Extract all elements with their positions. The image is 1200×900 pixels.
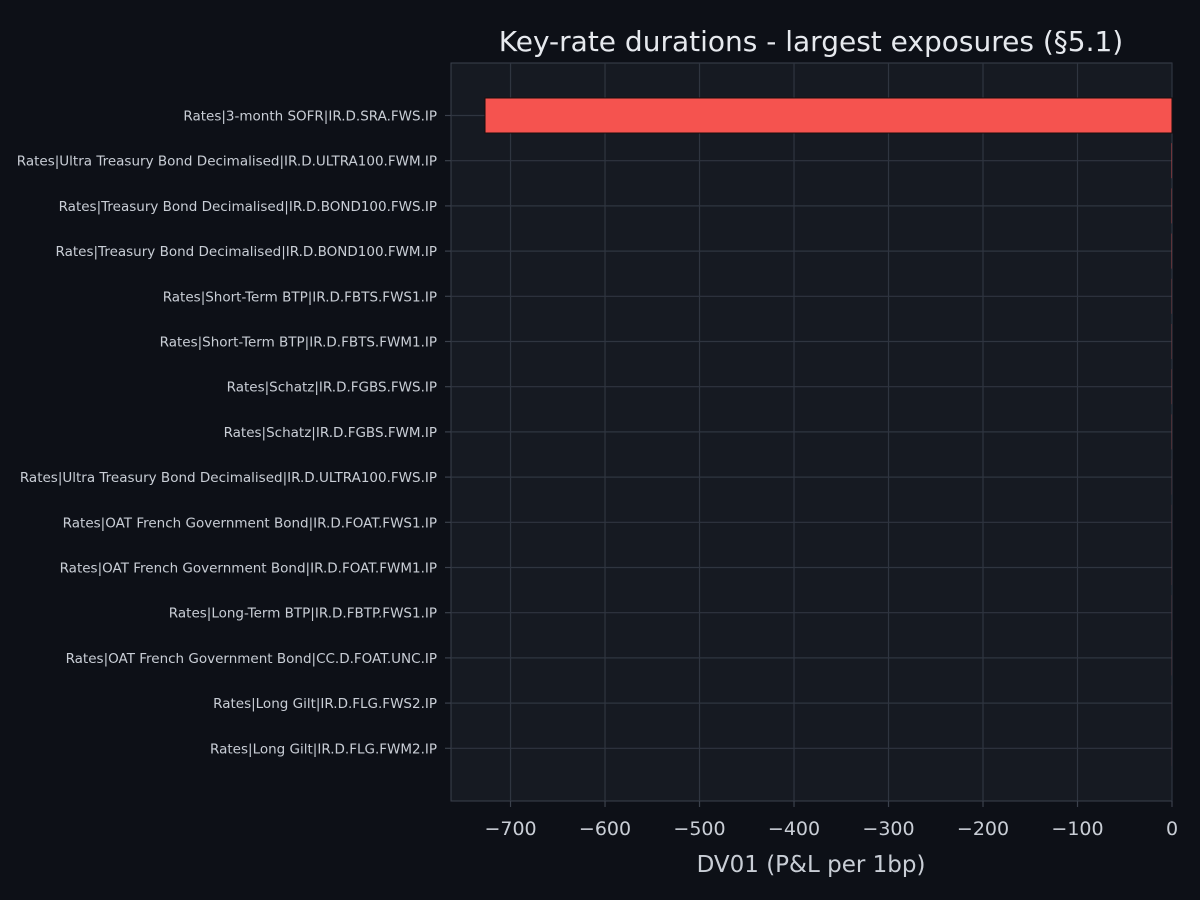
y-tick-label-14: Rates|Long Gilt|IR.D.FLG.FWM2.IP — [210, 741, 437, 757]
bars — [484, 97, 1173, 766]
y-tick-label-9: Rates|OAT French Government Bond|IR.D.FO… — [63, 515, 437, 531]
y-tick-label-1: Rates|Ultra Treasury Bond Decimalised|IR… — [17, 154, 437, 170]
x-tick-label-4: −300 — [862, 818, 914, 840]
y-tick-label-10: Rates|OAT French Government Bond|IR.D.FO… — [60, 561, 437, 577]
y-tick-label-7: Rates|Schatz|IR.D.FGBS.FWM.IP — [224, 425, 437, 441]
y-tick-label-2: Rates|Treasury Bond Decimalised|IR.D.BON… — [59, 199, 437, 215]
y-tick-label-0: Rates|3-month SOFR|IR.D.SRA.FWS.IP — [183, 109, 437, 125]
y-tick-label-11: Rates|Long-Term BTP|IR.D.FBTP.FWS1.IP — [169, 606, 437, 622]
y-tick-label-13: Rates|Long Gilt|IR.D.FLG.FWS2.IP — [213, 696, 437, 712]
y-tick-label-12: Rates|OAT French Government Bond|CC.D.FO… — [66, 651, 437, 667]
bar-0 — [484, 97, 1173, 134]
x-tick-label-5: −200 — [957, 818, 1009, 840]
y-tick-label-4: Rates|Short-Term BTP|IR.D.FBTS.FWS1.IP — [163, 289, 437, 305]
y-axis-labels: Rates|3-month SOFR|IR.D.SRA.FWS.IP Rates|… — [17, 109, 451, 757]
x-tick-label-7: 0 — [1166, 818, 1178, 840]
y-tick-label-6: Rates|Schatz|IR.D.FGBS.FWS.IP — [227, 380, 437, 396]
x-tick-label-6: −100 — [1051, 818, 1103, 840]
y-tick-label-5: Rates|Short-Term BTP|IR.D.FBTS.FWM1.IP — [160, 335, 437, 351]
x-tick-label-2: −500 — [673, 818, 725, 840]
x-axis-label: DV01 (P&L per 1bp) — [697, 852, 926, 878]
x-tick-label-3: −400 — [768, 818, 820, 840]
chart-title: Key-rate durations - largest exposures (… — [499, 25, 1123, 58]
x-tick-label-1: −600 — [579, 818, 631, 840]
y-tick-label-3: Rates|Treasury Bond Decimalised|IR.D.BON… — [56, 244, 437, 260]
x-tick-label-0: −700 — [484, 818, 536, 840]
x-axis-ticks: −700 −600 −500 −400 −300 −200 −100 0 — [484, 801, 1178, 840]
y-tick-label-8: Rates|Ultra Treasury Bond Decimalised|IR… — [20, 470, 437, 486]
